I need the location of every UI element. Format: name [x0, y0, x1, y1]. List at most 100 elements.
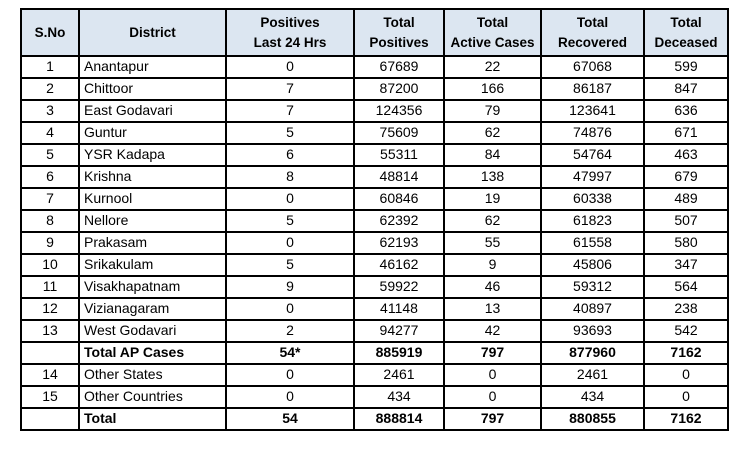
table-row: 2 Chittoor 7 87200 166 86187 847: [20, 77, 729, 102]
column-header-total-deceased: Total Deceased: [643, 7, 729, 58]
positives-last-24-hrs-cell: 7: [225, 99, 355, 124]
district-cell: Visakhapatnam: [78, 275, 227, 300]
total-deceased-cell: 0: [643, 385, 729, 410]
total-deceased-cell: 847: [643, 77, 729, 102]
positives-last-24-hrs-cell: 5: [225, 253, 355, 278]
sno-cell: 7: [20, 187, 80, 212]
district-cell: Prakasam: [78, 231, 227, 256]
table-row: 4 Guntur 5 75609 62 74876 671: [20, 121, 729, 146]
total-deceased-cell: 636: [643, 99, 729, 124]
table-row: 1 Anantapur 0 67689 22 67068 599: [20, 55, 729, 80]
table-row: 11 Visakhapatnam 9 59922 46 59312 564: [20, 275, 729, 300]
total-recovered-cell: 60338: [540, 187, 645, 212]
total-active-cases-cell: 797: [443, 341, 542, 366]
table-row: 7 Kurnool 0 60846 19 60338 489: [20, 187, 729, 212]
district-cell: Krishna: [78, 165, 227, 190]
district-cell: YSR Kadapa: [78, 143, 227, 168]
total-positives-cell: 434: [353, 385, 445, 410]
total-positives-cell: 48814: [353, 165, 445, 190]
sno-cell: 15: [20, 385, 80, 410]
positives-last-24-hrs-cell: 0: [225, 385, 355, 410]
sno-cell: [20, 341, 80, 366]
table-row: 10 Srikakulam 5 46162 9 45806 347: [20, 253, 729, 278]
table-row: 3 East Godavari 7 124356 79 123641 636: [20, 99, 729, 124]
total-active-cases-cell: 62: [443, 121, 542, 146]
total-positives-cell: 87200: [353, 77, 445, 102]
total-recovered-cell: 880855: [540, 407, 645, 432]
total-positives-cell: 62193: [353, 231, 445, 256]
sno-cell: 4: [20, 121, 80, 146]
table-row: 13 West Godavari 2 94277 42 93693 542: [20, 319, 729, 344]
total-positives-cell: 888814: [353, 407, 445, 432]
district-cell: Other Countries: [78, 385, 227, 410]
sno-cell: 14: [20, 363, 80, 388]
district-cell: Nellore: [78, 209, 227, 234]
table-row: 5 YSR Kadapa 6 55311 84 54764 463: [20, 143, 729, 168]
sno-cell: 13: [20, 319, 80, 344]
total-deceased-cell: 580: [643, 231, 729, 256]
total-recovered-cell: 59312: [540, 275, 645, 300]
column-header-district: District: [78, 7, 227, 58]
positives-last-24-hrs-cell: 7: [225, 77, 355, 102]
sno-cell: 9: [20, 231, 80, 256]
district-cell: Srikakulam: [78, 253, 227, 278]
column-header-total-positives: Total Positives: [353, 7, 445, 58]
total-deceased-cell: 542: [643, 319, 729, 344]
district-cell: Vizianagaram: [78, 297, 227, 322]
total-active-cases-cell: 0: [443, 385, 542, 410]
sno-cell: 10: [20, 253, 80, 278]
total-deceased-cell: 507: [643, 209, 729, 234]
total-active-cases-cell: 9: [443, 253, 542, 278]
total-deceased-cell: 238: [643, 297, 729, 322]
total-deceased-cell: 671: [643, 121, 729, 146]
district-cell: Kurnool: [78, 187, 227, 212]
total-positives-cell: 46162: [353, 253, 445, 278]
sno-cell: 12: [20, 297, 80, 322]
total-positives-cell: 2461: [353, 363, 445, 388]
column-header-positives-last-24-hrs: Positives Last 24 Hrs: [225, 7, 355, 58]
table-row: 14 Other States 0 2461 0 2461 0: [20, 363, 729, 388]
table-row: Total AP Cases 54* 885919 797 877960 7162: [20, 341, 729, 366]
positives-last-24-hrs-cell: 9: [225, 275, 355, 300]
total-recovered-cell: 61558: [540, 231, 645, 256]
total-deceased-cell: 7162: [643, 341, 729, 366]
total-recovered-cell: 877960: [540, 341, 645, 366]
total-active-cases-cell: 138: [443, 165, 542, 190]
total-recovered-cell: 45806: [540, 253, 645, 278]
table-row: 15 Other Countries 0 434 0 434 0: [20, 385, 729, 410]
total-deceased-cell: 489: [643, 187, 729, 212]
sno-cell: 5: [20, 143, 80, 168]
covid-district-stats-table: S.No District Positives Last 24 Hrs Total P…: [20, 7, 729, 432]
table-row: 12 Vizianagaram 0 41148 13 40897 238: [20, 297, 729, 322]
total-positives-cell: 67689: [353, 55, 445, 80]
total-recovered-cell: 93693: [540, 319, 645, 344]
district-cell: Total: [78, 407, 227, 432]
total-recovered-cell: 54764: [540, 143, 645, 168]
positives-last-24-hrs-cell: 0: [225, 187, 355, 212]
table-body: 1 Anantapur 0 67689 22 67068 599 2 Chittoor 7 8720…: [20, 55, 729, 432]
total-positives-cell: 75609: [353, 121, 445, 146]
sno-cell: 1: [20, 55, 80, 80]
total-recovered-cell: 40897: [540, 297, 645, 322]
sno-cell: 6: [20, 165, 80, 190]
total-deceased-cell: 0: [643, 363, 729, 388]
positives-last-24-hrs-cell: 5: [225, 121, 355, 146]
total-positives-cell: 124356: [353, 99, 445, 124]
total-recovered-cell: 2461: [540, 363, 645, 388]
total-active-cases-cell: 46: [443, 275, 542, 300]
total-active-cases-cell: 13: [443, 297, 542, 322]
total-deceased-cell: 679: [643, 165, 729, 190]
district-cell: Other States: [78, 363, 227, 388]
positives-last-24-hrs-cell: 5: [225, 209, 355, 234]
total-recovered-cell: 86187: [540, 77, 645, 102]
positives-last-24-hrs-cell: 0: [225, 231, 355, 256]
total-recovered-cell: 47997: [540, 165, 645, 190]
total-active-cases-cell: 84: [443, 143, 542, 168]
positives-last-24-hrs-cell: 54*: [225, 341, 355, 366]
positives-last-24-hrs-cell: 0: [225, 55, 355, 80]
sno-cell: 11: [20, 275, 80, 300]
total-active-cases-cell: 22: [443, 55, 542, 80]
sno-cell: 2: [20, 77, 80, 102]
table-row: 8 Nellore 5 62392 62 61823 507: [20, 209, 729, 234]
total-recovered-cell: 434: [540, 385, 645, 410]
